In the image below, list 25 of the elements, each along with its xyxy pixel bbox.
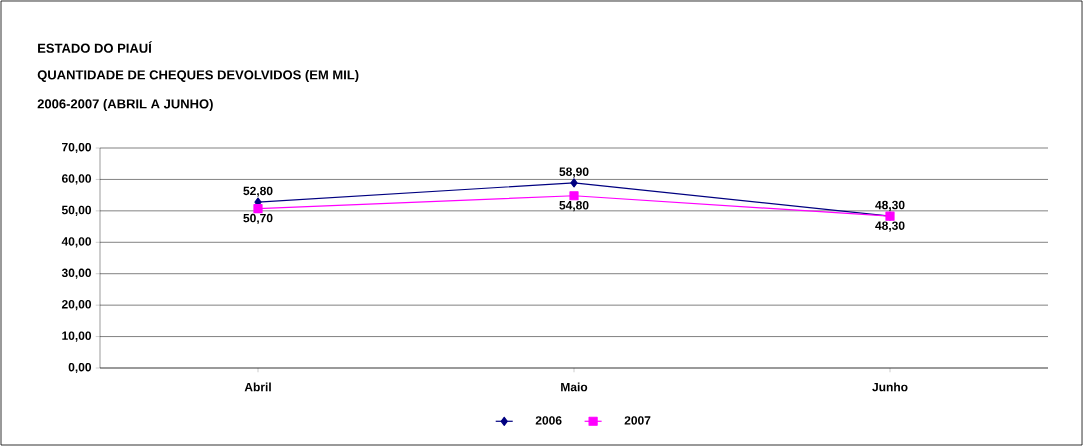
point [253, 204, 263, 214]
x-tick-label: Maio [561, 382, 588, 392]
chart-title: ESTADO DO PIAUÍ [38, 41, 153, 53]
y-tick-label: 20,00 [61, 300, 92, 311]
x-tick-label: Junho [872, 382, 908, 392]
y-tick-label: 10,00 [62, 331, 92, 342]
legend-label: 2006 [535, 416, 562, 425]
point [570, 178, 578, 188]
y-tick-label: 0,00 [68, 362, 92, 374]
y-tick-label: 30,00 [61, 268, 92, 279]
y-tick-label: 40,00 [61, 237, 92, 248]
x-tick-label: Abril [244, 382, 271, 392]
y-tick-label: 60,00 [61, 174, 92, 185]
data-label: 58,90 [559, 167, 589, 178]
data-label: 52,80 [243, 186, 273, 197]
y-tick-label: 70,00 [62, 142, 92, 154]
data-label: 50,70 [243, 213, 273, 225]
chart-subtitle: QUANTIDADE DE CHEQUES DEVOLVIDOS (EM MIL) [37, 69, 359, 83]
data-label: 48,30 [875, 200, 905, 211]
data-label: 48,30 [875, 221, 905, 232]
y-tick-label: 50,00 [61, 205, 92, 216]
point [569, 191, 579, 201]
legend-label: 2007 [624, 416, 651, 425]
data-label: 54,80 [559, 200, 589, 212]
text: 2006-2007 (ABRIL A JUNHO) [37, 98, 213, 112]
